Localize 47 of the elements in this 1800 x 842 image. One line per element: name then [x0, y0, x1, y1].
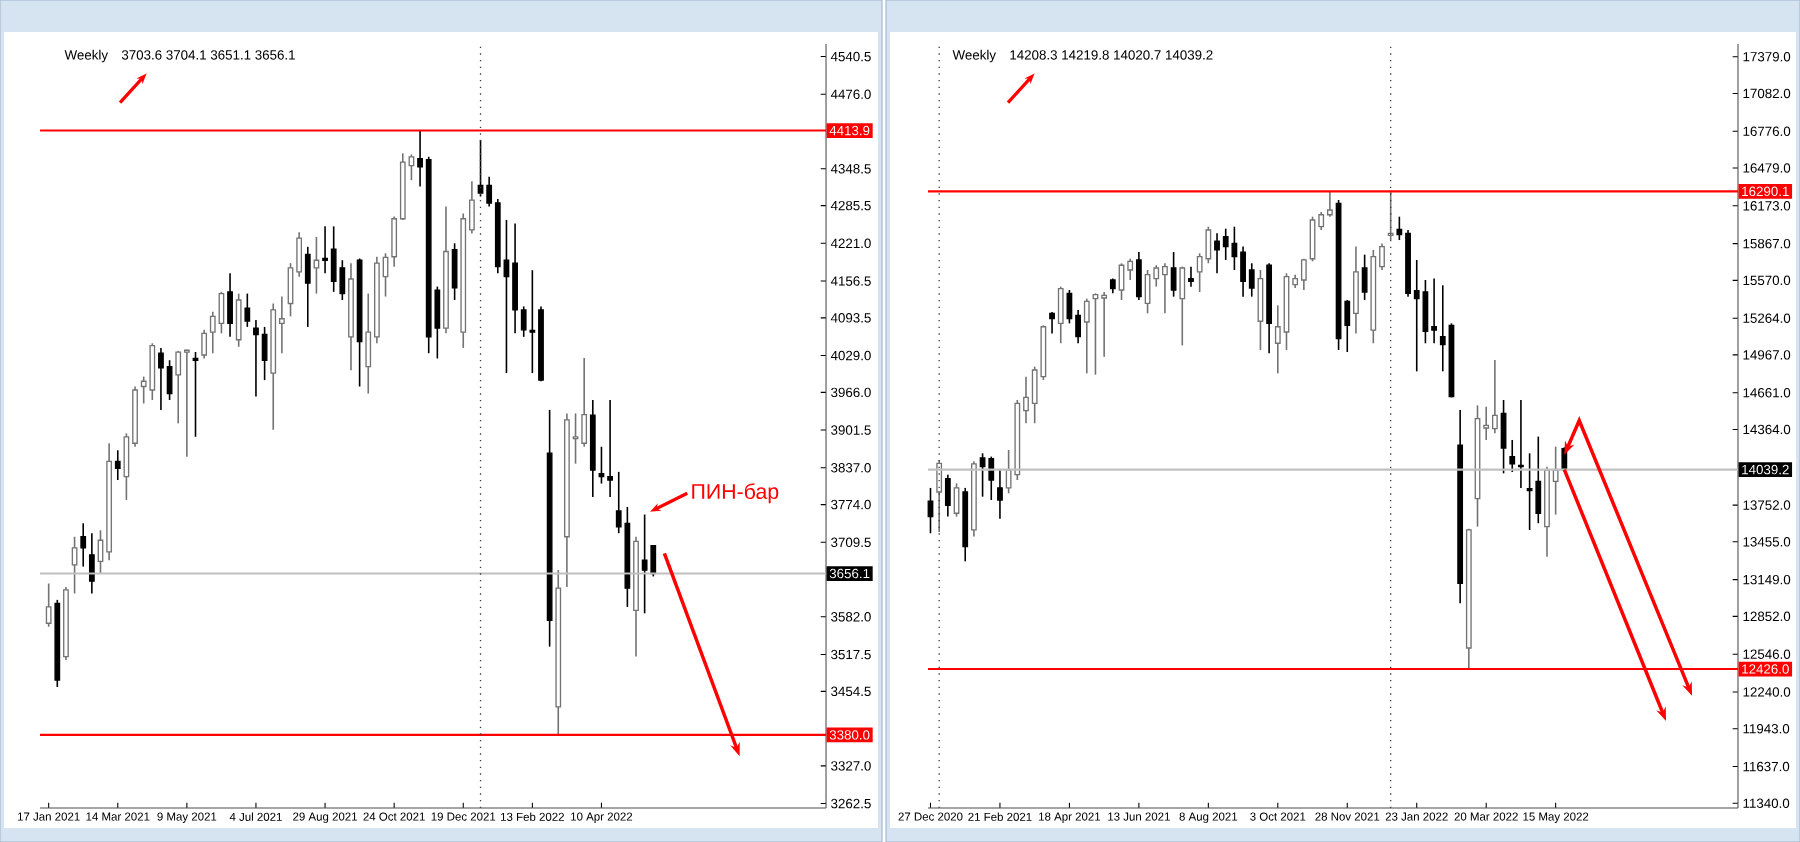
candlestick	[581, 357, 588, 448]
candlestick	[192, 351, 199, 438]
candlestick	[1526, 452, 1533, 531]
candlestick	[1083, 297, 1090, 375]
candlestick	[1101, 291, 1108, 358]
candlestick	[1491, 359, 1498, 435]
candlestick	[1205, 225, 1212, 265]
candlestick	[158, 347, 164, 411]
candlestick	[304, 246, 311, 328]
candlestick	[227, 272, 233, 338]
candlestick	[114, 449, 121, 481]
candlestick	[201, 329, 208, 360]
candlestick	[641, 513, 648, 615]
candlestick	[88, 532, 95, 595]
candlestick	[45, 582, 52, 628]
candlestick	[650, 544, 657, 578]
candlestick	[1179, 265, 1186, 347]
candlestick	[944, 473, 951, 518]
candlestick	[1361, 253, 1368, 301]
candlestick	[244, 292, 251, 328]
candlestick	[988, 455, 995, 501]
candlestick	[1387, 190, 1394, 241]
candlestick	[451, 242, 458, 301]
candlestick	[313, 236, 320, 295]
candlestick	[1535, 435, 1542, 525]
candlestick	[1222, 227, 1229, 261]
candlestick	[1300, 257, 1307, 291]
candlestick	[183, 348, 190, 458]
candlestick	[1188, 265, 1194, 288]
candlestick	[1170, 251, 1177, 298]
annotation: ПИН-бар	[692, 483, 779, 504]
candlestick	[529, 269, 536, 374]
candlestick	[1049, 311, 1055, 335]
candlestick	[235, 292, 242, 348]
candlestick	[330, 225, 337, 293]
candlestick	[1431, 277, 1437, 345]
candlestick	[253, 319, 259, 398]
candlestick	[1353, 245, 1359, 335]
candlestick	[1135, 251, 1142, 301]
candlestick	[607, 399, 613, 498]
candlestick	[149, 342, 156, 401]
candlestick	[936, 459, 943, 533]
candlestick	[1509, 439, 1516, 473]
candlestick	[175, 350, 182, 425]
candlestick	[997, 469, 1003, 520]
candlestick	[1057, 285, 1064, 345]
candlestick	[80, 522, 87, 568]
